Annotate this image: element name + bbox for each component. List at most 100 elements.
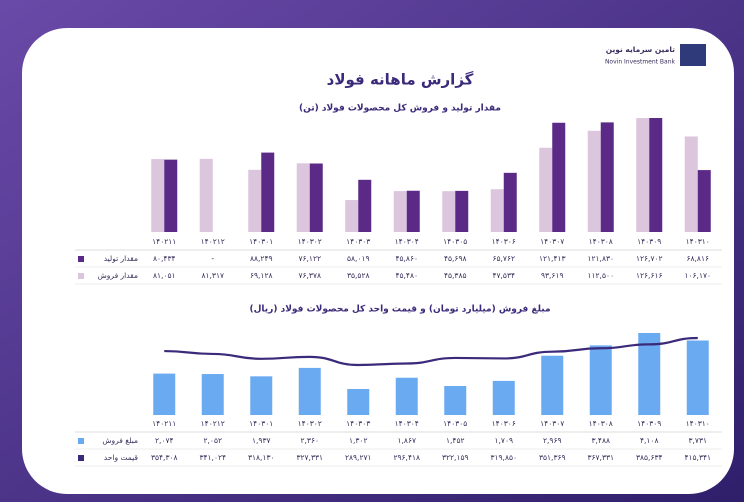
category-label: ۱۴۰۳۰۹	[637, 419, 661, 428]
category-label: ۱۴۰۳۰۸	[589, 419, 613, 428]
bar	[309, 163, 323, 232]
value-label: ۲,۹۶۹	[543, 436, 562, 445]
bar	[298, 367, 321, 415]
category-label: ۱۴۰۳۰۲	[298, 237, 322, 246]
value-label: ۱۲۶,۶۱۶	[636, 271, 663, 280]
category-label: ۱۴۰۳۰۹	[637, 237, 661, 246]
value-label: ۳۶۷,۳۳۱	[587, 453, 614, 462]
legend-swatch	[78, 438, 84, 444]
category-label: ۱۴۰۲۱۱	[152, 237, 176, 246]
value-label: ۸۰,۴۳۴	[153, 254, 176, 263]
value-label: ۱,۹۳۷	[252, 436, 271, 445]
bar	[153, 373, 176, 415]
category-label: ۱۴۰۳۰۴	[395, 419, 419, 428]
value-label: ۶۹,۱۲۸	[250, 271, 273, 280]
bar	[539, 147, 553, 232]
bar	[248, 169, 262, 232]
category-label: ۱۴۰۲۱۲	[201, 237, 225, 246]
value-label: ۸۱,۳۱۷	[201, 271, 224, 280]
bar	[636, 118, 650, 232]
value-label: ۷۶,۳۷۸	[298, 271, 321, 280]
value-label: ۸۱,۰۵۱	[153, 271, 176, 280]
bar	[199, 158, 213, 232]
value-label: ۲۹۶,۴۱۸	[393, 453, 420, 462]
legend-label: مبلغ فروش	[102, 436, 138, 445]
value-label: ۷۶,۱۲۲	[298, 254, 321, 263]
value-label: ۳۵۱,۳۶۹	[539, 453, 566, 462]
value-label: ۱,۴۵۲	[446, 436, 465, 445]
category-label: ۱۴۰۳۰۶	[492, 237, 516, 246]
bar	[345, 200, 359, 232]
value-label: ۶۸,۸۱۶	[686, 254, 709, 263]
legend-label: قیمت واحد	[104, 453, 139, 462]
value-label: ۳۱۹,۸۵۰	[490, 453, 517, 462]
value-label: ۹۳,۶۱۹	[541, 271, 564, 280]
bar	[600, 122, 614, 232]
value-label: ۳۵,۵۲۸	[347, 271, 370, 280]
category-label: ۱۴۰۳۰۵	[443, 237, 467, 246]
category-label: ۱۴۰۳۰۳	[346, 419, 370, 428]
value-label: ۴۵,۸۶۰	[395, 254, 418, 263]
legend-label: مقدار فروش	[98, 271, 138, 280]
value-label: ۱۰۶,۱۷۰	[684, 271, 711, 280]
price-line	[164, 336, 698, 367]
logo-name: تامین سرمایه نوین	[606, 45, 675, 54]
value-label: ۱,۳۰۲	[349, 436, 368, 445]
value-label: ۲۸۹,۲۷۱	[345, 453, 372, 462]
value-label: ۱۲۶,۷۰۲	[636, 254, 663, 263]
value-label: ۵۸,۰۱۹	[347, 254, 370, 263]
bar	[296, 163, 310, 232]
bar	[503, 172, 517, 232]
value-label: ۳۱۸,۱۳۰	[248, 453, 275, 462]
value-label: ۲,۰۷۴	[155, 436, 174, 445]
value-label: -	[211, 254, 214, 263]
legend-swatch	[78, 256, 84, 262]
value-label: ۱۲۱,۴۱۳	[539, 254, 566, 263]
chart-title: مبلغ فروش (میلیارد تومان) و قیمت واحد کل…	[249, 305, 550, 315]
bar	[444, 386, 467, 415]
legend-swatch	[78, 273, 84, 279]
value-label: ۶۵,۷۶۲	[492, 254, 515, 263]
value-label: ۳۲۷,۳۳۱	[296, 453, 323, 462]
value-label: ۴۵,۳۸۵	[444, 271, 467, 280]
bar	[490, 189, 504, 232]
legend-swatch	[78, 455, 84, 461]
value-label: ۳,۷۳۱	[689, 436, 708, 445]
bar	[455, 190, 469, 232]
category-label: ۱۴۰۳۰۸	[589, 237, 613, 246]
value-label: ۴,۱۰۸	[640, 436, 659, 445]
category-label: ۱۴۰۳۰۲	[298, 419, 322, 428]
value-label: ۳,۴۸۸	[592, 436, 611, 445]
chart-title: مقدار تولید و فروش کل محصولات فولاد (تن)	[299, 104, 501, 114]
category-label: ۱۴۰۳۰۱	[249, 419, 273, 428]
category-label: ۱۴۰۳۱۰	[686, 237, 710, 246]
bar	[250, 376, 273, 415]
bar	[393, 191, 407, 232]
value-label: ۴۷,۵۳۴	[492, 271, 515, 280]
bar	[164, 159, 178, 232]
bar	[587, 130, 601, 232]
value-label: ۱۲۱,۸۳۰	[587, 254, 614, 263]
category-label: ۱۴۰۳۰۴	[395, 237, 419, 246]
logo-mark	[680, 44, 706, 66]
category-label: ۱۴۰۳۰۶	[492, 419, 516, 428]
bar	[358, 179, 372, 232]
value-label: ۴۱۵,۳۴۱	[684, 453, 711, 462]
value-label: ۸۸,۲۴۹	[250, 254, 273, 263]
bar	[684, 136, 698, 232]
bar	[406, 190, 420, 232]
bar	[201, 374, 224, 415]
category-label: ۱۴۰۳۰۵	[443, 419, 467, 428]
bar	[686, 340, 709, 415]
category-label: ۱۴۰۳۰۳	[346, 237, 370, 246]
value-label: ۴۵,۴۸۰	[395, 271, 418, 280]
bar	[552, 122, 566, 232]
category-label: ۱۴۰۳۰۷	[540, 419, 564, 428]
value-label: ۳۸۵,۶۳۴	[636, 453, 663, 462]
category-label: ۱۴۰۳۱۰	[686, 419, 710, 428]
legend-label: مقدار تولید	[104, 254, 138, 263]
category-label: ۱۴۰۲۱۱	[152, 419, 176, 428]
bar	[638, 333, 661, 415]
